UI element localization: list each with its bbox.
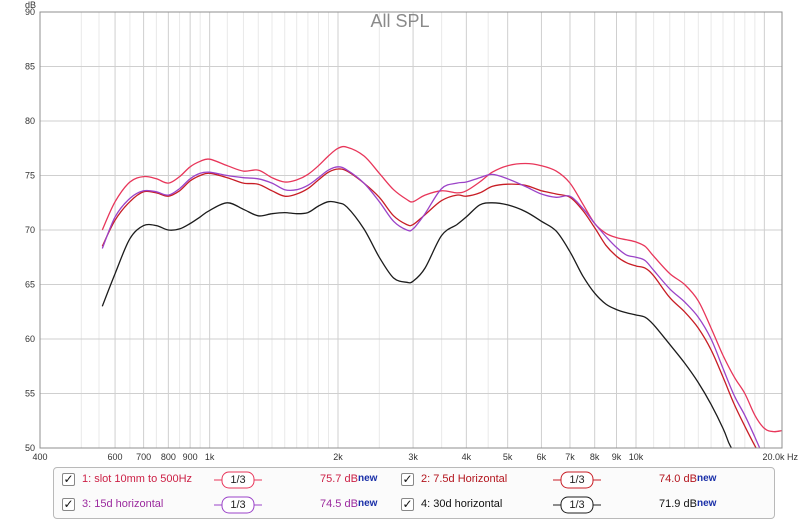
smoothing-label-1: 1/3 — [230, 474, 246, 486]
y-tick-label: 50 — [25, 443, 35, 453]
x-tick-label: 400 — [32, 452, 47, 462]
measurement-value-3: 74.5 dB — [320, 498, 358, 510]
smoothing-label-4: 1/3 — [569, 499, 585, 511]
new-link-4[interactable]: new — [697, 498, 717, 509]
measurement-label-1[interactable]: 1: slot 10mm to 500Hz — [82, 473, 193, 485]
x-tick-label: 8k — [590, 452, 600, 462]
checkbox-measurement-3[interactable]: ✓ — [62, 497, 75, 511]
measurement-value-4: 71.9 dB — [659, 498, 697, 510]
series-line-2 — [101, 168, 757, 448]
new-link-3[interactable]: new — [358, 498, 378, 509]
plot-frame — [39, 11, 783, 449]
x-tick-label: 600 — [108, 452, 123, 462]
x-tick-label: 7k — [565, 452, 575, 462]
measurement-value-2: 74.0 dB — [659, 473, 697, 485]
series-line-1 — [101, 145, 782, 433]
smoothing-button-2[interactable]: 1/3 — [553, 471, 601, 489]
legend-entry-3: ✓ 3: 15d horizontal 1/3 74.5 dB new — [62, 495, 412, 517]
legend-entry-1: ✓ 1: slot 10mm to 500Hz 1/3 75.7 dB new — [62, 470, 412, 492]
y-tick-label: 90 — [25, 7, 35, 17]
y-tick-label: 65 — [25, 280, 35, 290]
x-tick-label: 5k — [503, 452, 513, 462]
smoothing-label-2: 1/3 — [569, 474, 585, 486]
y-tick-label: 80 — [25, 116, 35, 126]
x-axis-ticks: 400 600 700 800 900 1k 2k 3k 4k 5k 6k 7k 8k 9k 10k 20.0… — [32, 452, 798, 462]
spl-chart: 50 55 60 65 70 75 80 85 90 400 600 700 800 900 1k 2k 3k… — [25, 0, 799, 462]
y-tick-label: 75 — [25, 171, 35, 181]
smoothing-button-3[interactable]: 1/3 — [214, 496, 262, 514]
smoothing-label-3: 1/3 — [230, 499, 246, 511]
x-tick-label: 6k — [537, 452, 547, 462]
y-axis-ticks: 50 55 60 65 70 75 80 85 90 — [25, 7, 35, 453]
x-tick-label: 2k — [333, 452, 343, 462]
chart-title: All SPL — [370, 11, 429, 31]
measurement-label-4[interactable]: 4: 30d horizontal — [421, 498, 503, 510]
checkbox-measurement-2[interactable]: ✓ — [401, 472, 414, 486]
legend-panel: ✓ 1: slot 10mm to 500Hz 1/3 75.7 dB new … — [53, 467, 775, 519]
legend-entry-4: ✓ 4: 30d horizontal 1/3 71.9 dB new — [401, 495, 751, 517]
x-tick-label: 800 — [161, 452, 176, 462]
x-tick-label: 3k — [408, 452, 418, 462]
chart-grid — [39, 11, 782, 449]
x-tick-label: 20.0k Hz — [762, 452, 798, 462]
y-tick-label: 70 — [25, 225, 35, 235]
series-line-4 — [101, 200, 733, 448]
smoothing-button-4[interactable]: 1/3 — [553, 496, 601, 514]
measurement-label-3[interactable]: 3: 15d horizontal — [82, 498, 164, 510]
checkbox-measurement-4[interactable]: ✓ — [401, 497, 414, 511]
x-tick-label: 9k — [612, 452, 622, 462]
measurement-label-2[interactable]: 2: 7.5d Horizontal — [421, 473, 508, 485]
x-tick-label: 1k — [205, 452, 215, 462]
new-link-2[interactable]: new — [697, 473, 717, 484]
legend-row-2: ✓ 3: 15d horizontal 1/3 74.5 dB new ✓ 4:… — [54, 495, 774, 517]
chart-series — [101, 145, 782, 448]
y-tick-label: 55 — [25, 389, 35, 399]
checkbox-measurement-1[interactable]: ✓ — [62, 472, 75, 486]
x-tick-label: 4k — [462, 452, 472, 462]
x-tick-label: 900 — [183, 452, 198, 462]
legend-entry-2: ✓ 2: 7.5d Horizontal 1/3 74.0 dB new — [401, 470, 751, 492]
legend-row-1: ✓ 1: slot 10mm to 500Hz 1/3 75.7 dB new … — [54, 470, 774, 492]
x-tick-label: 700 — [136, 452, 151, 462]
y-tick-label: 60 — [25, 334, 35, 344]
smoothing-button-1[interactable]: 1/3 — [214, 471, 262, 489]
x-tick-label: 10k — [629, 452, 644, 462]
measurement-value-1: 75.7 dB — [320, 473, 358, 485]
new-link-1[interactable]: new — [358, 473, 378, 484]
series-line-3 — [101, 166, 761, 448]
y-axis-unit-label: dB — [25, 0, 36, 10]
y-tick-label: 85 — [25, 62, 35, 72]
